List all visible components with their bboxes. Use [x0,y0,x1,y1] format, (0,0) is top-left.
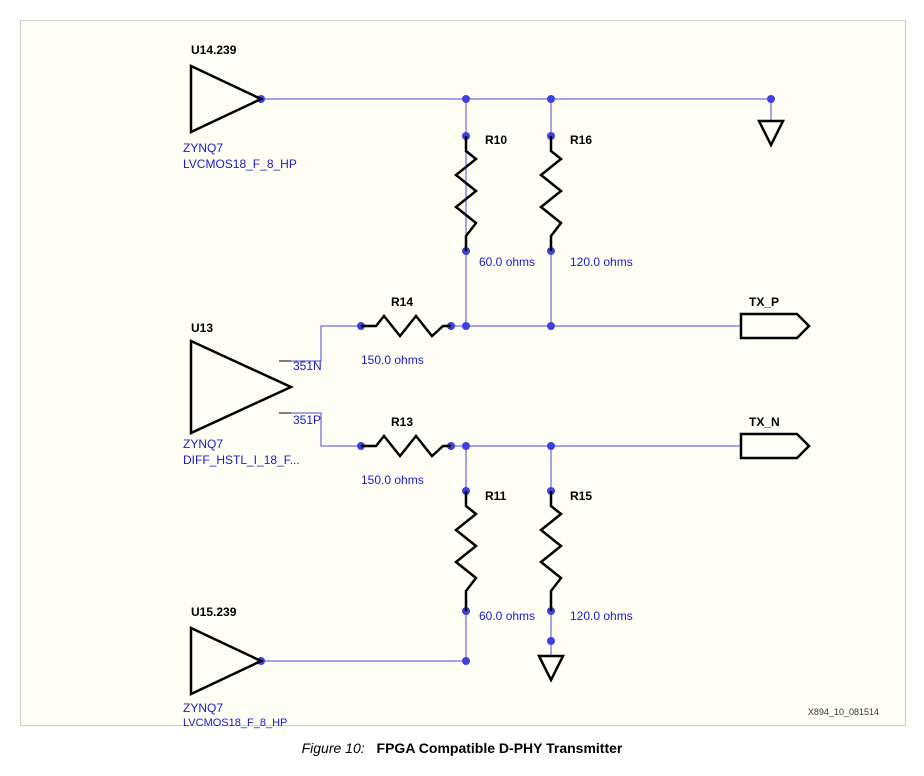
r13-value: 150.0 ohms [361,473,424,487]
resistor-r16 [541,136,561,251]
r14-refdes: R14 [391,295,413,309]
r15-refdes: R15 [570,489,592,503]
u15-iostd: LVCMOS18_F_8_HP [183,717,287,729]
connector-tx-p [741,314,809,338]
u14-part: ZYNQ7 [183,141,223,155]
buffer-u13 [191,341,291,433]
doc-ref: X894_10_081514 [808,707,879,717]
resistor-r13 [361,436,451,456]
junction-nodes [257,95,775,665]
tx-p-label: TX_P [749,295,779,309]
r16-value: 120.0 ohms [570,255,633,269]
tx-n-label: TX_N [749,415,780,429]
schematic-svg [21,21,905,725]
r16-refdes: R16 [570,133,592,147]
u13-pin-p: 351P [293,413,321,427]
r11-refdes: R11 [485,489,506,503]
u15-part: ZYNQ7 [183,701,223,715]
buffer-u14 [191,66,261,132]
figure-caption: Figure 10: FPGA Compatible D-PHY Transmi… [20,740,904,756]
r10-refdes: R10 [485,133,507,147]
schematic-container: U14.239 ZYNQ7 LVCMOS18_F_8_HP U13 351N 3… [20,20,904,756]
resistor-r15 [541,491,561,611]
u14-refdes: U14.239 [191,43,236,57]
figure-title: FPGA Compatible D-PHY Transmitter [377,740,623,756]
figure-label: Figure 10: [302,740,365,756]
connector-tx-n [741,434,809,458]
u13-refdes: U13 [191,321,213,335]
buffer-u15 [191,628,261,694]
u13-pin-n: 351N [293,359,322,373]
schematic-diagram: U14.239 ZYNQ7 LVCMOS18_F_8_HP U13 351N 3… [20,20,906,726]
r15-value: 120.0 ohms [570,609,633,623]
r11-value: 60.0 ohms [479,609,535,623]
ground-bottom [539,656,563,680]
r13-refdes: R13 [391,415,413,429]
resistor-r14 [361,316,451,336]
u13-iostd: DIFF_HSTL_I_18_F... [183,453,300,467]
u15-refdes: U15.239 [191,605,236,619]
r10-value: 60.0 ohms [479,255,535,269]
u14-iostd: LVCMOS18_F_8_HP [183,157,297,171]
u13-part: ZYNQ7 [183,437,223,451]
ground-top [759,121,783,145]
wires [261,99,771,661]
resistor-r11 [456,491,476,611]
r14-value: 150.0 ohms [361,353,424,367]
